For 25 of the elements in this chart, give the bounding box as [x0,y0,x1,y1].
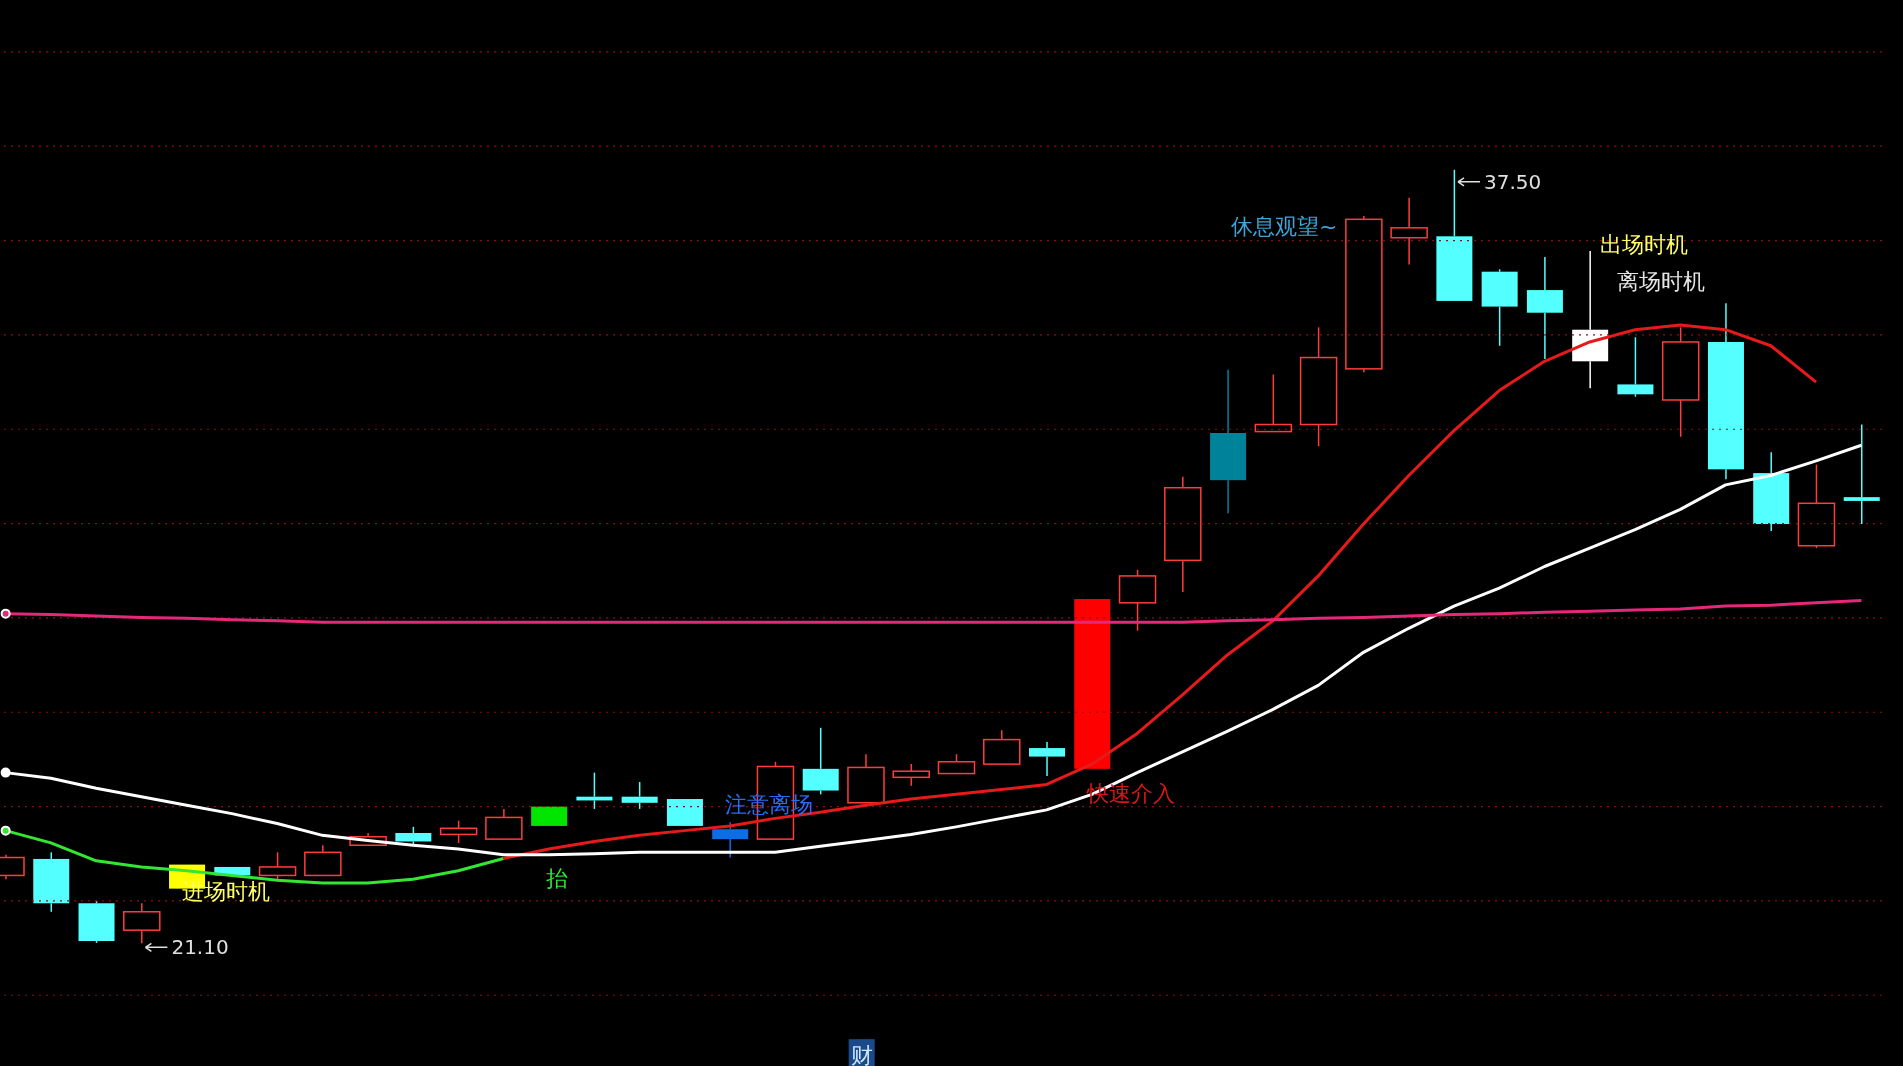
candlestick [123,902,161,945]
candlestick [892,763,930,787]
candlestick [847,753,885,804]
candlestick [1753,451,1790,532]
candlestick [1707,302,1744,480]
candlestick [1254,373,1293,433]
candlestick [983,729,1021,765]
candlestick [304,844,342,877]
candlestick [666,799,703,826]
annotation: 休息观望~ [1231,214,1338,240]
candlestick [1299,326,1338,447]
annotation: 37.50 [1484,169,1542,194]
candlestick [531,806,568,826]
candlestick [1390,196,1428,266]
annotation: 21.10 [171,935,229,960]
annotation: 抬 [546,865,569,891]
candlestick [1843,423,1880,525]
annotation: 出场时机 [1599,232,1688,258]
candlestick [1074,599,1111,769]
candlestick [485,808,523,840]
candlestick [1526,256,1563,360]
annotation: 离场时机 [1616,268,1705,294]
candlestick [1029,741,1066,777]
candlestick [1164,476,1202,593]
candlestick [1210,369,1247,514]
